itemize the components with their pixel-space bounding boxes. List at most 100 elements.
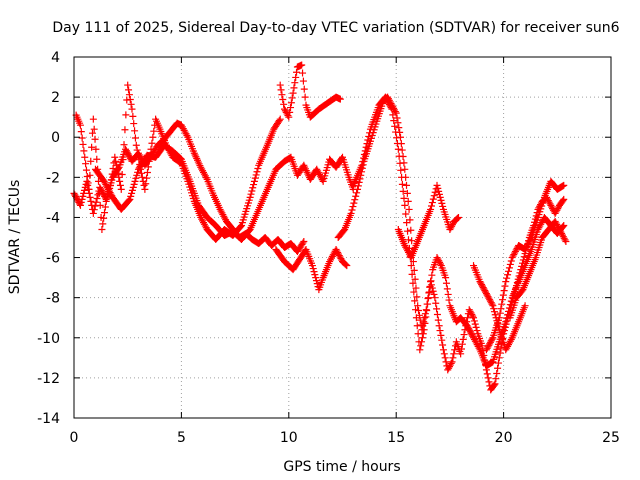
data-point (560, 195, 568, 203)
data-point (82, 166, 90, 174)
data-point (237, 222, 245, 230)
data-point (483, 370, 491, 378)
data-point (416, 346, 424, 354)
y-tick-label: 0 (51, 130, 60, 146)
data-point (343, 262, 351, 270)
data-point (522, 244, 530, 252)
data-point (98, 225, 106, 233)
data-point (104, 184, 112, 192)
data-point (285, 113, 293, 121)
data-point (482, 288, 490, 296)
data-point (419, 330, 427, 338)
data-point (467, 329, 475, 337)
data-point (82, 160, 90, 168)
data-point (340, 227, 348, 235)
data-point (484, 343, 492, 351)
data-point (551, 217, 559, 225)
data-point (127, 192, 135, 200)
data-point (466, 328, 474, 336)
data-point (120, 141, 128, 149)
data-point (337, 255, 345, 263)
data-point (546, 200, 554, 208)
data-point (498, 300, 506, 308)
data-point (276, 115, 284, 123)
data-point (292, 73, 300, 81)
data-point (90, 125, 98, 133)
data-point (252, 171, 260, 179)
data-point (86, 193, 94, 201)
data-point (525, 238, 533, 246)
data-point (553, 206, 561, 214)
data-point (464, 323, 472, 331)
data-point (88, 129, 96, 137)
data-point (125, 91, 133, 99)
data-point (445, 364, 453, 372)
data-point (78, 195, 86, 203)
data-point (87, 197, 95, 205)
y-tick-label: -14 (37, 411, 60, 427)
data-point (428, 199, 436, 207)
data-point (494, 359, 502, 367)
data-point (502, 318, 510, 326)
data-point (363, 140, 371, 148)
data-point (385, 99, 393, 107)
data-point (128, 186, 136, 194)
data-point (504, 271, 512, 279)
data-point (410, 266, 418, 274)
data-point (108, 170, 116, 178)
data-point (362, 143, 370, 151)
data-point (352, 192, 360, 200)
data-point (425, 288, 433, 296)
y-tick-label: -6 (46, 251, 60, 267)
data-point (487, 299, 495, 307)
x-tick-label: 25 (602, 430, 620, 446)
series-track-j (506, 217, 570, 322)
data-point (298, 61, 306, 69)
data-point (499, 296, 507, 304)
data-point (480, 285, 488, 293)
data-point (332, 246, 340, 254)
x-tick-labels: 0 5 10 15 20 25 (70, 430, 620, 446)
data-point (487, 337, 495, 345)
data-point (483, 344, 491, 352)
data-point (439, 346, 447, 354)
data-point (126, 153, 134, 161)
data-point (133, 146, 141, 154)
data-point (392, 128, 400, 136)
data-point (508, 254, 516, 262)
data-point (447, 224, 455, 232)
data-marks (70, 61, 570, 394)
data-point (494, 364, 502, 372)
data-point (442, 274, 450, 282)
data-point (509, 252, 517, 260)
data-point (478, 281, 486, 289)
data-point (124, 150, 132, 158)
data-point (435, 322, 443, 330)
data-point (470, 314, 478, 322)
data-point (437, 331, 445, 339)
data-point (518, 287, 526, 295)
data-point (78, 134, 86, 142)
data-point (523, 243, 531, 251)
data-point (111, 153, 119, 161)
data-point (459, 335, 467, 343)
data-point (560, 181, 568, 189)
data-point (391, 122, 399, 130)
data-point (245, 226, 253, 234)
data-point (126, 195, 134, 203)
data-point (395, 124, 403, 132)
data-point (86, 171, 94, 179)
data-point (457, 345, 465, 353)
data-point (411, 275, 419, 283)
data-point (551, 209, 559, 217)
data-point (299, 239, 307, 247)
data-point (427, 205, 435, 213)
data-point (396, 159, 404, 167)
data-point (112, 157, 120, 165)
data-point (149, 133, 157, 141)
data-point (443, 285, 451, 293)
data-point (512, 246, 520, 254)
data-point (121, 126, 129, 134)
data-point (404, 236, 412, 244)
